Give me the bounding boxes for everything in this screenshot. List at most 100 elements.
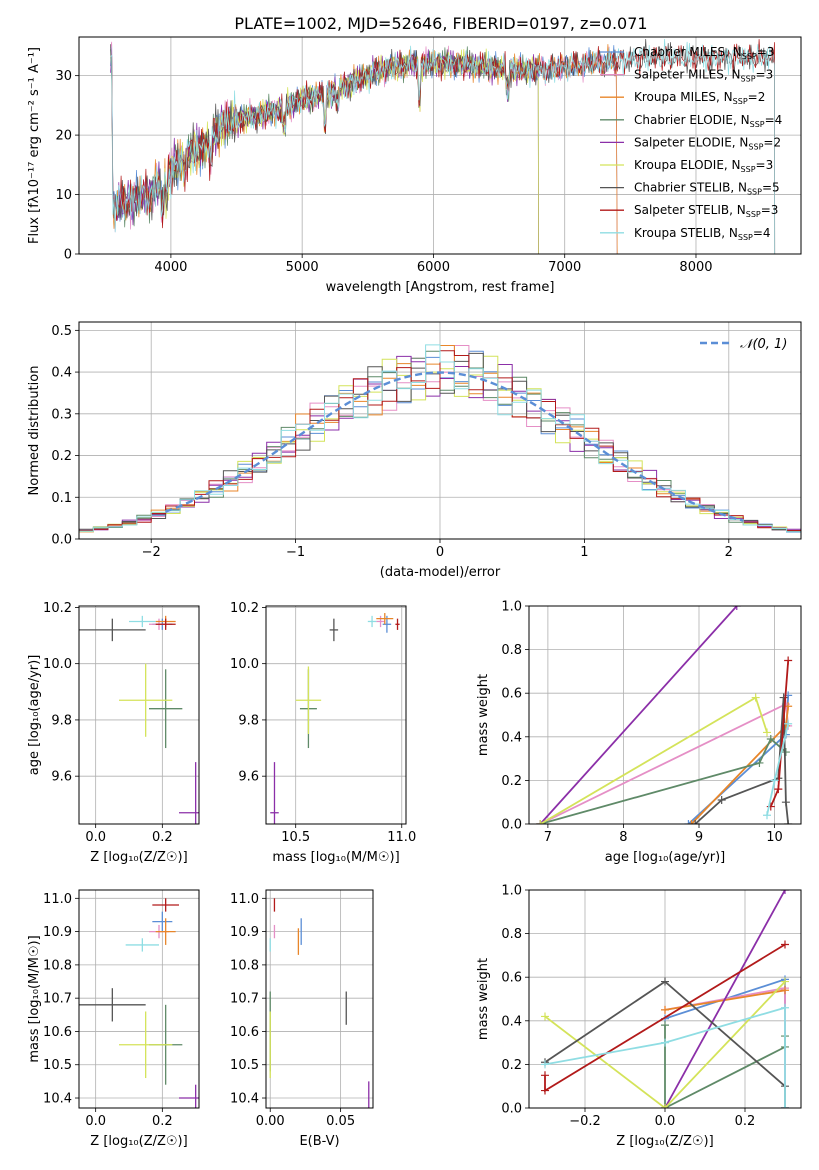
y-tick-label: 10.9 <box>43 925 72 940</box>
age-vs-mass-panel: 10.5 11.0 9.6 9.8 10.0 10.2 mass [log₁₀(M/M☉)] <box>230 601 416 865</box>
grid <box>79 890 199 1108</box>
y-tick-label: 0.8 <box>501 927 522 942</box>
point-chabrier-elodie <box>149 669 183 749</box>
y-tick-label: 10.2 <box>43 601 72 616</box>
x-tick-label: 8000 <box>679 260 712 275</box>
series-marker <box>751 693 760 702</box>
series-marker <box>541 1086 549 1095</box>
spectrum-panel: 4000 5000 6000 7000 8000 0 10 20 30 wavelength [A… <box>27 36 802 295</box>
spectrum-line-kroupa-elodie <box>157 48 539 254</box>
grid <box>79 606 199 824</box>
x-tick-label: 9 <box>695 830 703 845</box>
point-salpeter-elodie <box>179 762 199 824</box>
series-marker <box>766 734 775 743</box>
series-marker <box>781 940 789 949</box>
series-line <box>539 606 738 824</box>
y-tick-label: 0.2 <box>501 774 522 789</box>
point-salpeter-stelib <box>152 898 179 912</box>
series-salpeter-stelib <box>541 940 789 1095</box>
series-marker <box>781 977 789 986</box>
y-tick-label: 0.6 <box>501 687 522 702</box>
y-tick-label: 0.4 <box>51 366 72 381</box>
axes-frame <box>265 605 407 825</box>
y-tick-label: 10.7 <box>43 992 72 1007</box>
series-marker <box>661 977 669 986</box>
x-tick-label: 2 <box>725 545 733 560</box>
legend-entry: Salpeter MILES, NSSP=3 <box>634 68 773 84</box>
series-marker <box>541 1060 549 1069</box>
x-tick-label: −2 <box>142 545 161 560</box>
series-marker <box>661 1038 669 1047</box>
point-kroupa-stelib <box>367 615 377 628</box>
series-marker <box>781 798 790 807</box>
y-axis-label: mass weight <box>476 674 491 756</box>
y-tick-label: 9.8 <box>51 713 72 728</box>
legend-entry: Salpeter STELIB, NSSP=3 <box>634 203 778 219</box>
y-tick-label: 0.6 <box>501 971 522 986</box>
series-line <box>664 890 786 1108</box>
legend-entry: Kroupa ELODIE, NSSP=3 <box>634 158 773 174</box>
series-marker <box>781 986 789 995</box>
point-chabrier-stelib <box>329 618 339 642</box>
y-axis-label: age [log₁₀(age/yr)] <box>27 655 42 776</box>
point-kroupa-stelib <box>129 615 156 628</box>
point-kroupa-miles <box>376 613 394 625</box>
point-kroupa-elodie <box>119 1011 173 1079</box>
x-axis-label: wavelength [Angstrom, rest frame] <box>326 280 555 295</box>
mass-weight-vs-metallicity-panel: −0.2 0.0 0.2 0.0 0.2 0.4 0.6 0.8 1.0 Z [log₁₀(Z/Z… <box>476 884 802 1149</box>
y-tick-label: 10.4 <box>230 1092 259 1107</box>
series-marker <box>779 693 788 702</box>
y-tick-label: 10.2 <box>230 601 259 616</box>
grid <box>266 606 406 824</box>
y-tick-label: 9.6 <box>238 770 259 785</box>
x-tick-label: 7000 <box>548 260 581 275</box>
series-marker <box>661 1104 669 1108</box>
y-tick-label: 10.8 <box>43 958 72 973</box>
y-tick-label: 0.0 <box>501 1102 522 1117</box>
x-tick-label: 8 <box>619 830 627 845</box>
series-marker <box>781 748 790 757</box>
axes-frame <box>528 605 802 825</box>
mass-vs-extinction-panel: 0.00 0.05 10.4 10.5 10.6 10.7 10.8 10.9 11.0 E(B-… <box>230 889 374 1149</box>
series-salpeter-stelib <box>766 656 793 811</box>
plot-area <box>110 38 776 254</box>
residual-histogram-panel: −2 −1 0 1 2 0.0 0.1 0.2 0.3 0.4 0.5 (data-model)/er… <box>27 321 802 580</box>
y-axis-label: Flux [fλ10⁻¹⁷ erg cm⁻² s⁻¹ A⁻¹] <box>27 47 42 244</box>
y-tick-label: 0.4 <box>501 730 522 745</box>
legend-entry: Kroupa STELIB, NSSP=4 <box>634 226 771 242</box>
series-marker <box>784 719 793 728</box>
series-marker <box>541 1071 549 1080</box>
x-tick-label: 1 <box>580 545 588 560</box>
point-kroupa-elodie <box>295 666 322 734</box>
point-salpeter-elodie <box>179 1084 199 1108</box>
y-tick-label: 10.6 <box>230 1025 259 1040</box>
series-line <box>544 1006 786 1108</box>
series-line <box>544 980 786 1108</box>
point-salpeter-stelib <box>155 618 176 630</box>
y-tick-label: 10.0 <box>230 657 259 672</box>
series-marker <box>691 820 700 824</box>
series-kroupa-elodie <box>541 977 789 1108</box>
y-tick-label: 1.0 <box>501 600 522 615</box>
x-axis-label: Z [log₁₀(Z/Z☉)] <box>90 1134 187 1149</box>
y-tick-label: 11.0 <box>230 892 259 907</box>
y-tick-label: 0.3 <box>51 407 72 422</box>
x-tick-label: 0 <box>436 545 444 560</box>
y-tick-label: 0.1 <box>51 491 72 506</box>
y-tick-label: 10.9 <box>230 925 259 940</box>
point-chabrier-stelib <box>79 618 146 642</box>
x-tick-label: 10 <box>766 830 783 845</box>
y-tick-label: 10.4 <box>43 1092 72 1107</box>
x-tick-label: 11.0 <box>387 830 416 845</box>
x-tick-label: 0.2 <box>152 1114 173 1129</box>
plot-area <box>270 613 400 824</box>
axes-frame <box>78 36 802 255</box>
legend-entry: Kroupa MILES, NSSP=2 <box>634 90 765 106</box>
series-line <box>539 702 790 824</box>
legend-entry: Chabrier MILES, NSSP=3 <box>634 45 774 61</box>
x-axis-label: mass [log₁₀(M/M☉)] <box>272 850 399 865</box>
x-axis-label: Z [log₁₀(Z/Z☉)] <box>90 850 187 865</box>
series-line <box>539 696 768 824</box>
series-marker <box>763 728 771 737</box>
